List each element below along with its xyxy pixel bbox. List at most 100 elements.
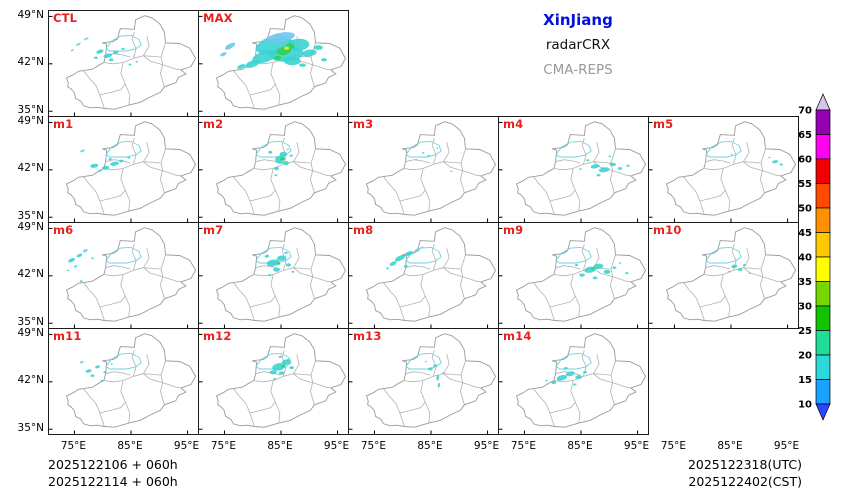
radar-echo: [121, 47, 125, 50]
radar-echo: [617, 167, 623, 170]
colorbar-tick-label: 60: [798, 155, 812, 166]
panel-label-ctl: CTL: [53, 11, 78, 25]
panel-label-m13: m13: [353, 329, 382, 343]
prefecture-boundary: [570, 274, 581, 318]
prefecture-boundary: [309, 375, 315, 405]
panel-max: MAX: [198, 10, 349, 117]
radar-echo: [545, 379, 548, 382]
lon-tick-label: 85°E: [717, 440, 743, 452]
radar-echo: [579, 273, 585, 277]
radar-echo: [282, 160, 286, 162]
prefecture-boundary: [609, 163, 615, 193]
radar-echo: [563, 367, 568, 370]
panel-label-m12: m12: [203, 329, 232, 343]
province-outline: [515, 333, 647, 428]
lat-tick-label: 42°N: [17, 374, 44, 387]
map-m14: [499, 333, 647, 434]
lon-tick-label: 85°E: [417, 440, 443, 452]
colorbar-band: [815, 379, 831, 405]
radar-echo: [95, 365, 101, 369]
radar-echo: [283, 161, 289, 166]
radar-echo: [108, 58, 114, 62]
prefecture-boundary: [253, 360, 316, 383]
prefecture-boundary: [593, 354, 600, 374]
prefecture-boundary: [431, 349, 437, 377]
radar-echo: [68, 258, 76, 263]
prefecture-boundary: [553, 148, 616, 171]
footer-valid-cst: 2025122402(CST): [688, 474, 802, 489]
map-m12: [199, 333, 347, 434]
prefecture-boundary: [609, 269, 615, 299]
prefecture-boundary: [120, 380, 131, 424]
map-ctl: [49, 15, 197, 116]
province-outline: [215, 15, 347, 110]
prefecture-boundary: [143, 55, 181, 71]
lat-tick-label: 35°N: [17, 209, 44, 222]
basin-ring-contour: [255, 140, 292, 158]
radar-echo: [276, 255, 287, 261]
radar-echo: [291, 270, 295, 273]
radar-echo: [267, 32, 295, 43]
radar-echo: [82, 249, 88, 253]
radar-echo: [101, 165, 110, 170]
radar-echo: [127, 156, 131, 159]
prefecture-boundary: [399, 401, 426, 414]
prefecture-boundary: [431, 137, 437, 165]
prefecture-boundary: [309, 57, 315, 87]
radar-echo: [110, 161, 120, 166]
radar-echo: [551, 380, 557, 385]
prefecture-boundary: [143, 354, 150, 374]
panel-m14: m14: [498, 328, 649, 435]
radar-echo: [618, 262, 622, 264]
prefecture-boundary: [143, 267, 181, 283]
panel-label-m9: m9: [503, 223, 524, 237]
radar-echo: [433, 364, 437, 367]
radar-echo: [108, 158, 112, 160]
colorbar-tick-label: 55: [798, 179, 812, 190]
radar-echo: [286, 148, 290, 151]
prefecture-boundary: [131, 349, 137, 377]
colorbar: 70 65 60 55 50 45 40 35 30 25 20 15 10: [798, 93, 831, 421]
province-outline: [65, 15, 197, 110]
prefecture-boundary: [120, 168, 131, 212]
panel-label-m14: m14: [503, 329, 532, 343]
prefecture-boundary: [143, 36, 150, 56]
map-m1: [49, 121, 197, 222]
prefecture-boundary: [593, 142, 600, 162]
panel-m7: m7: [198, 222, 349, 329]
lon-tick-label: 95°E: [323, 440, 350, 452]
prefecture-boundary: [533, 282, 555, 321]
prefecture-boundary: [233, 176, 255, 215]
radar-echo: [285, 263, 291, 267]
prefecture-boundary: [83, 70, 105, 109]
radar-echo: [404, 251, 413, 256]
province-outline: [515, 121, 647, 216]
province-outline: [365, 121, 497, 216]
radar-echo: [414, 248, 420, 252]
province-outline: [215, 333, 347, 428]
prefecture-boundary: [293, 161, 331, 177]
prefecture-boundary: [405, 371, 431, 376]
radar-echo: [272, 363, 286, 371]
prefecture-boundary: [443, 267, 481, 283]
radar-echo: [603, 269, 611, 274]
basin-ring-contour: [705, 140, 742, 158]
radar-echo: [278, 355, 283, 359]
legend-region-label: XinJiang: [543, 11, 613, 29]
province-outline: [365, 227, 497, 322]
prefecture-boundary: [443, 373, 481, 389]
radar-echo: [415, 159, 418, 161]
radar-echo: [268, 150, 273, 154]
radar-echo: [283, 57, 301, 66]
map-m13: [349, 333, 497, 434]
colorbar-tick-label: 10: [798, 400, 812, 411]
prefecture-boundary: [103, 42, 166, 65]
panel-label-m2: m2: [203, 117, 224, 131]
colorbar-tick-label: 30: [798, 302, 812, 313]
prefecture-boundary: [570, 168, 581, 212]
province-outline: [665, 227, 797, 322]
map-max: [199, 15, 347, 116]
prefecture-boundary: [759, 269, 765, 299]
prefecture-boundary: [383, 282, 405, 321]
prefecture-boundary: [99, 295, 126, 308]
